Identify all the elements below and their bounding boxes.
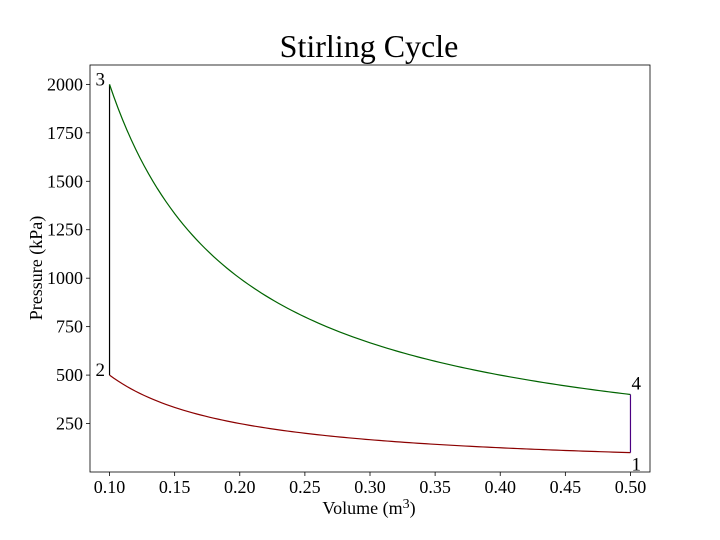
- x-tick-label: 0.50: [615, 477, 647, 497]
- y-tick-label: 1250: [47, 220, 83, 240]
- state-labels: 1 2 3 4: [96, 69, 642, 475]
- y-axis: 250 500 750 1000 1250 1500 1750 2000: [47, 74, 90, 434]
- x-axis-label-close: ): [410, 498, 416, 519]
- x-tick-label: 0.20: [224, 477, 256, 497]
- x-axis-label-superscript: 3: [403, 497, 410, 512]
- x-tick-label: 0.10: [94, 477, 126, 497]
- state-label-2: 2: [96, 360, 106, 381]
- y-axis-label: Pressure (kPa): [26, 216, 47, 320]
- x-axis: 0.10 0.15 0.20 0.25 0.30 0.35 0.40 0.45 0.50: [94, 472, 646, 497]
- y-tick-label: 2000: [47, 74, 83, 94]
- state-label-3: 3: [96, 69, 106, 90]
- y-tick-label: 500: [56, 365, 83, 385]
- state-label-4: 4: [631, 373, 641, 394]
- x-tick-label: 0.25: [289, 477, 321, 497]
- x-axis-label-text: Volume (m: [322, 498, 402, 519]
- state-label-1: 1: [631, 455, 641, 476]
- y-tick-label: 250: [56, 414, 83, 434]
- y-tick-label: 1750: [47, 123, 83, 143]
- series-layer: [108, 84, 632, 454]
- chart-title: Stirling Cycle: [280, 28, 459, 64]
- x-tick-label: 0.30: [354, 477, 386, 497]
- x-tick-label: 0.15: [159, 477, 191, 497]
- y-tick-label: 1000: [47, 268, 83, 288]
- x-tick-label: 0.35: [419, 477, 451, 497]
- plot-area-frame: [89, 64, 651, 473]
- y-tick-label: 1500: [47, 171, 83, 191]
- x-axis-label: Volume (m3): [322, 497, 415, 519]
- series-line-1: [109, 374, 631, 454]
- x-tick-label: 0.45: [550, 477, 582, 497]
- y-tick-label: 750: [56, 317, 83, 337]
- x-tick-label: 0.40: [484, 477, 516, 497]
- series-line-3: [108, 84, 631, 396]
